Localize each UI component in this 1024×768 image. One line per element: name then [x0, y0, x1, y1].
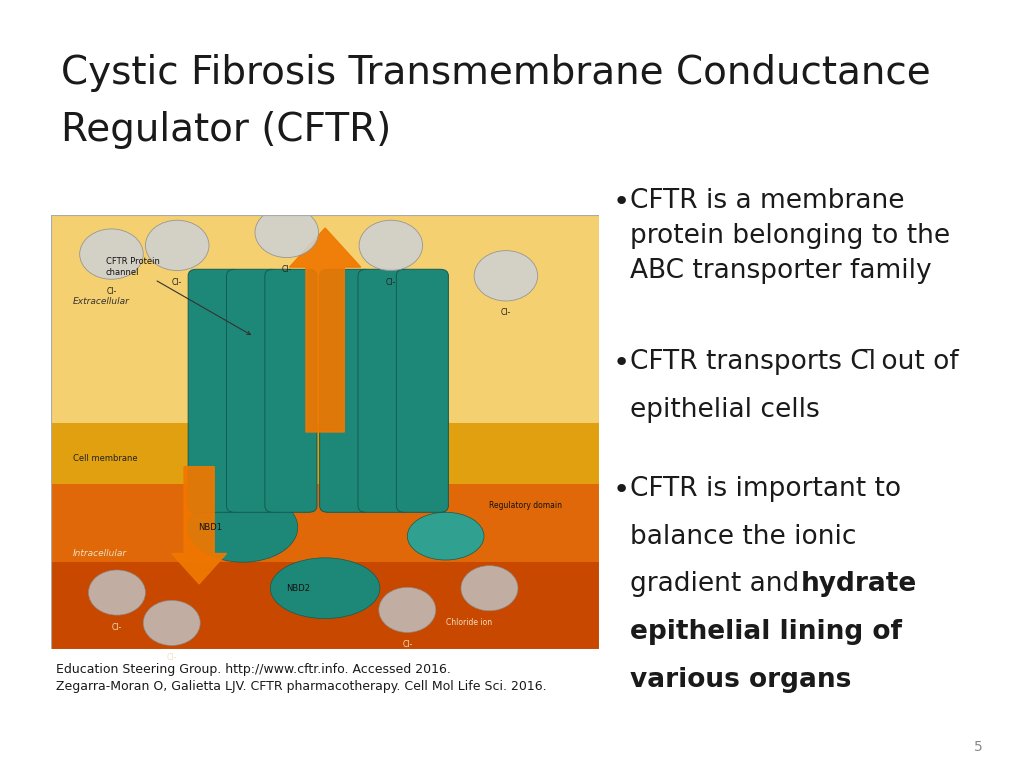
Text: NBD2: NBD2 [286, 584, 309, 593]
Text: 5: 5 [974, 740, 982, 754]
Text: Cl-: Cl- [501, 308, 511, 317]
Text: Regulatory domain: Regulatory domain [489, 501, 562, 510]
Text: •: • [612, 349, 630, 377]
Text: −: − [858, 340, 872, 358]
Text: CFTR is important to: CFTR is important to [630, 476, 901, 502]
Text: CFTR Protein
channel: CFTR Protein channel [106, 257, 251, 335]
Text: gradient and: gradient and [630, 571, 807, 598]
Text: Regulator (CFTR): Regulator (CFTR) [61, 111, 392, 149]
Circle shape [359, 220, 423, 270]
Ellipse shape [408, 512, 484, 560]
Ellipse shape [270, 558, 380, 618]
Bar [51, 215, 599, 445]
Text: CFTR is a membrane
protein belonging to the
ABC transporter family: CFTR is a membrane protein belonging to … [630, 188, 950, 284]
Text: CFTR transports Cl: CFTR transports Cl [630, 349, 876, 376]
Circle shape [255, 207, 318, 257]
Text: Cl-: Cl- [167, 654, 177, 662]
Circle shape [143, 601, 201, 645]
FancyBboxPatch shape [226, 270, 279, 512]
FancyArrow shape [290, 228, 360, 432]
Text: Cl-: Cl- [112, 623, 122, 632]
Text: balance the ionic: balance the ionic [630, 524, 856, 550]
Bar [51, 562, 599, 649]
Ellipse shape [188, 493, 298, 562]
Text: Cl-: Cl- [402, 641, 413, 649]
Bar [51, 423, 599, 484]
FancyBboxPatch shape [265, 270, 316, 512]
Text: Chloride ion: Chloride ion [445, 618, 492, 627]
FancyArrow shape [172, 467, 226, 584]
Circle shape [379, 588, 436, 633]
Text: Education Steering Group. http://www.cftr.info. Accessed 2016.
Zegarra-Moran O, : Education Steering Group. http://www.cft… [56, 663, 547, 693]
Text: hydrate: hydrate [801, 571, 918, 598]
FancyBboxPatch shape [396, 270, 449, 512]
Text: Cell membrane: Cell membrane [73, 454, 138, 462]
Text: Cl-: Cl- [282, 265, 292, 274]
FancyBboxPatch shape [358, 270, 410, 512]
Text: •: • [612, 476, 630, 504]
Circle shape [461, 566, 518, 611]
Circle shape [474, 250, 538, 301]
Circle shape [145, 220, 209, 270]
Bar [51, 467, 599, 649]
Circle shape [80, 229, 143, 280]
FancyBboxPatch shape [188, 270, 241, 512]
FancyBboxPatch shape [319, 270, 372, 512]
Text: •: • [612, 188, 630, 216]
Text: Cystic Fibrosis Transmembrane Conductance: Cystic Fibrosis Transmembrane Conductanc… [61, 54, 931, 91]
Text: various organs: various organs [630, 667, 851, 693]
Text: out of: out of [873, 349, 959, 376]
Text: epithelial cells: epithelial cells [630, 397, 819, 423]
Text: Cl-: Cl- [106, 286, 117, 296]
Circle shape [88, 570, 145, 615]
Text: Extracellular: Extracellular [73, 297, 130, 306]
Text: Intracellular: Intracellular [73, 549, 127, 558]
Text: epithelial lining of: epithelial lining of [630, 619, 902, 645]
Text: Cl-: Cl- [172, 278, 182, 287]
Text: NBD1: NBD1 [198, 523, 222, 532]
Text: Cl-: Cl- [386, 278, 396, 287]
